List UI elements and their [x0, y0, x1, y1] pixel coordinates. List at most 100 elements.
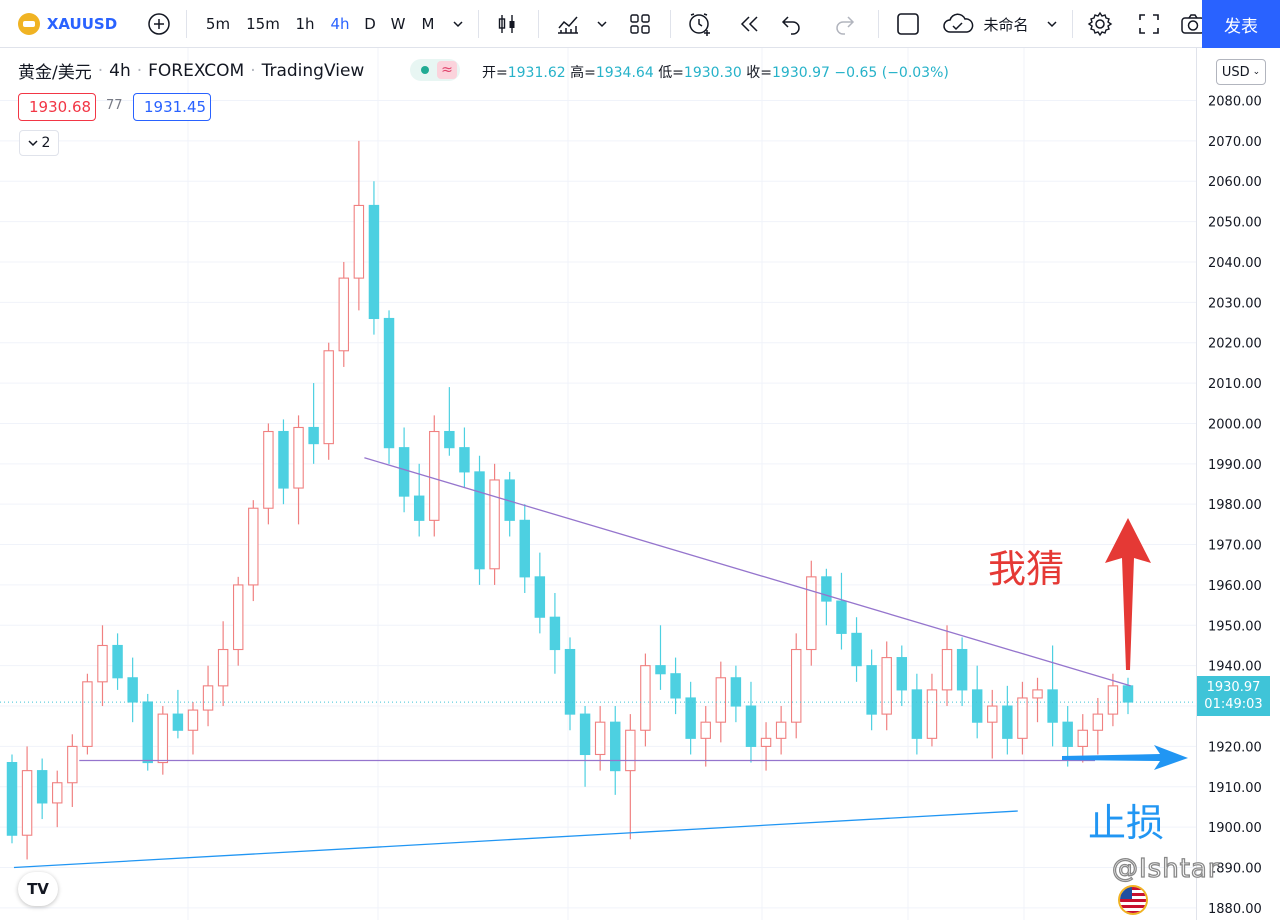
chevron-down-icon[interactable] [1042, 0, 1062, 48]
candle-body [142, 701, 153, 764]
candle-body [353, 204, 365, 279]
candle-up [700, 706, 711, 767]
candle-body [610, 721, 621, 772]
descending-resistance-line [364, 457, 1131, 687]
candle-body [82, 681, 93, 747]
symbol-legend[interactable]: 黄金/美元 · 4h · FOREXCOM · TradingView [18, 58, 364, 84]
price-tick-label: 2000.00 [1208, 417, 1262, 432]
replay-icon[interactable] [734, 0, 766, 48]
interval-4h[interactable]: 4h [330, 15, 350, 33]
price-chart[interactable]: 2080.00 2070.00 2060.00 2050.00 2040.00 2030.… [0, 48, 1280, 920]
candle-body [217, 648, 229, 687]
candle-up [640, 653, 651, 747]
cloud-save-icon[interactable] [940, 0, 976, 48]
interval-1h[interactable]: 1h [295, 15, 315, 33]
candle-body [1032, 689, 1043, 699]
candle-body [745, 705, 757, 747]
buy-price-button[interactable]: 1931.45 [133, 93, 211, 121]
undo-icon[interactable] [776, 0, 806, 48]
candle-down [836, 572, 847, 650]
interval-15m[interactable]: 15m [246, 15, 280, 33]
market-open-dot-icon [421, 66, 429, 74]
chevron-down-icon[interactable] [592, 0, 612, 48]
indicators-icon[interactable] [552, 0, 584, 48]
fullscreen-box-icon[interactable] [892, 0, 924, 48]
price-tick-label: 1950.00 [1208, 619, 1262, 634]
candle-body [519, 519, 530, 578]
spread-value: 77 [106, 98, 123, 113]
divider [478, 10, 479, 38]
candle-body [1077, 729, 1088, 747]
last-price-value: 1930.97 [1206, 680, 1261, 695]
candle-down [534, 552, 546, 634]
interval-w[interactable]: W [390, 15, 406, 33]
indicator-count: 2 [41, 135, 51, 151]
open-value: 1931.62 [507, 65, 566, 81]
candle-body [866, 665, 877, 715]
candle-up [1077, 714, 1088, 763]
price-tick-label: 2030.00 [1208, 296, 1262, 311]
layout-name[interactable]: 未命名 [983, 15, 1029, 34]
candle-up [625, 714, 636, 840]
candle-body [248, 507, 259, 586]
interval-5m[interactable]: 5m [205, 15, 231, 33]
compare-add-icon[interactable] [144, 0, 174, 48]
candle-body [6, 762, 18, 836]
candle-body [594, 721, 606, 756]
templates-grid-icon[interactable] [624, 0, 656, 48]
delayed-data-icon: ≈ [437, 61, 457, 79]
candle-up [232, 576, 244, 666]
candle-down [444, 387, 455, 456]
chevron-down-icon: ⌄ [1252, 67, 1261, 77]
candle-down [564, 637, 576, 731]
divider [878, 10, 879, 38]
interval-m[interactable]: M [421, 15, 435, 33]
divider [1072, 10, 1073, 38]
candle-down [413, 463, 425, 537]
ohlc-values: 开=1931.62 高=1934.64 低=1930.30 收=1930.97 … [482, 62, 949, 82]
candle-body [202, 685, 214, 711]
separator-dot: · [136, 60, 143, 81]
currency-select[interactable]: USD ⌄ [1216, 59, 1266, 85]
candle-body [549, 616, 561, 651]
sell-price-button[interactable]: 1930.68 [18, 93, 96, 121]
market-status-pill[interactable]: ≈ [410, 59, 460, 81]
candle-down [956, 637, 968, 707]
rising-support-line [13, 810, 1018, 869]
gear-icon[interactable] [1084, 0, 1116, 48]
divider [538, 10, 539, 38]
candle-body [564, 648, 576, 715]
candle-body [1002, 705, 1013, 739]
indicators-toggle-button[interactable]: 2 [19, 130, 59, 156]
price-tick-label: 1960.00 [1208, 579, 1262, 594]
fullscreen-icon[interactable] [1134, 0, 1164, 48]
alert-clock-icon[interactable] [684, 0, 716, 48]
candle-body [187, 709, 199, 731]
high-label: 高= [570, 65, 596, 81]
divider [670, 10, 671, 38]
close-value: 1930.97 [772, 65, 830, 81]
candles-type-icon[interactable] [492, 0, 522, 48]
price-tick-label: 2010.00 [1208, 377, 1262, 392]
redo-icon[interactable] [830, 0, 860, 48]
candle-down [6, 754, 18, 844]
candle-body [881, 657, 892, 715]
author-watermark: @Ishtar [1111, 853, 1220, 884]
candle-up [187, 702, 199, 755]
candle-up [926, 673, 938, 747]
candle-body [278, 430, 289, 489]
interval-d[interactable]: D [364, 15, 376, 33]
candle-body [398, 447, 410, 497]
tradingview-logo-icon[interactable]: TV [18, 872, 58, 906]
candle-body [670, 673, 681, 699]
candle-down [745, 681, 757, 763]
candle-up [806, 560, 817, 666]
candle-body [413, 495, 425, 521]
us-flag-icon [1120, 887, 1146, 913]
candle-down [383, 310, 395, 464]
symbol-search-button[interactable]: XAUUSD [46, 15, 118, 33]
candle-body [127, 677, 138, 703]
chevron-down-icon[interactable] [448, 0, 468, 48]
publish-button[interactable]: 发表 [1202, 0, 1280, 48]
price-tick-label: 1940.00 [1208, 660, 1262, 675]
